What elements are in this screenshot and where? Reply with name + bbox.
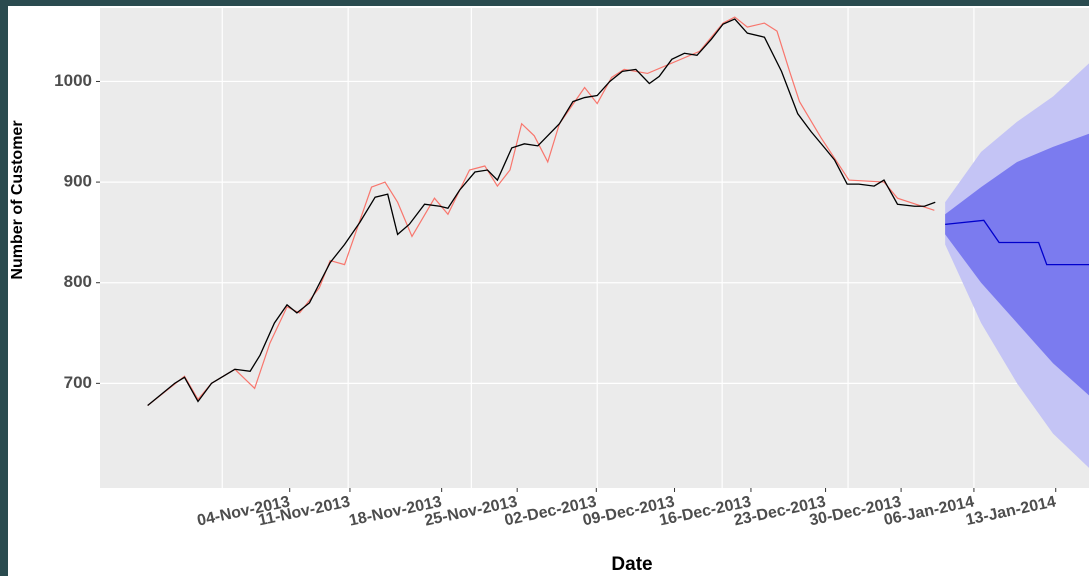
band-80: [945, 133, 1089, 396]
x-axis-label: Date: [611, 554, 652, 575]
y-tick-label: 800: [64, 272, 92, 291]
forecast-line: [945, 219, 1089, 266]
plot-area: [100, 8, 1089, 488]
actual-line: [147, 18, 936, 406]
y-tick-label: 900: [64, 172, 92, 191]
y-tick-label: 700: [64, 373, 92, 392]
y-tick-label: 1000: [54, 71, 92, 90]
y-axis-label: Number of Customer: [9, 120, 26, 279]
